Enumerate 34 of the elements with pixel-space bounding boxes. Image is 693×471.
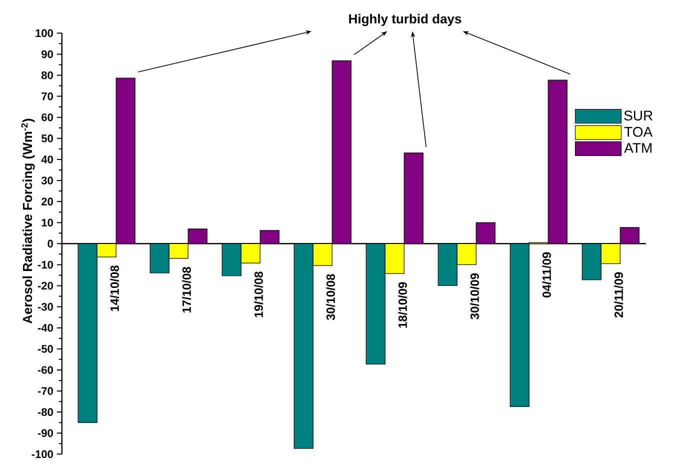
y-tick-label: 50 bbox=[42, 134, 53, 142]
y-tick-label: -80 bbox=[38, 408, 53, 416]
y-tick-label: 100 bbox=[36, 29, 53, 38]
y-tick-label: -60 bbox=[38, 366, 53, 374]
y-tick-label: -20 bbox=[38, 282, 53, 290]
y-tick-label: -70 bbox=[38, 387, 53, 395]
y-tick-label: 0 bbox=[48, 240, 53, 248]
legend-label: ATM bbox=[624, 143, 652, 153]
x-tick-label: 30/10/09 bbox=[470, 273, 480, 320]
y-tick-label: -10 bbox=[38, 260, 53, 269]
y-tick-label: 20 bbox=[42, 198, 53, 206]
x-tick-label: 14/10/08 bbox=[110, 265, 120, 312]
y-tick-label: 60 bbox=[42, 113, 53, 122]
y-tick-label: -50 bbox=[38, 345, 53, 353]
y-tick-label: 40 bbox=[41, 156, 53, 164]
y-tick-label: 90 bbox=[42, 50, 53, 58]
y-tick-label: -100 bbox=[32, 450, 53, 458]
y-tick-label: 70 bbox=[42, 92, 53, 100]
x-tick-label: 20/11/09 bbox=[614, 272, 624, 318]
x-tick-label: 19/10/08 bbox=[254, 272, 264, 318]
text: Highly turbid days bbox=[349, 14, 462, 26]
x-tick-label: 04/11/09 bbox=[542, 252, 552, 298]
x-tick-label: 17/10/08 bbox=[182, 266, 192, 313]
x-tick-label: 18/10/09 bbox=[398, 282, 408, 328]
y-tick-label: 30 bbox=[41, 176, 53, 184]
y-tick-label: -90 bbox=[38, 429, 53, 438]
y-tick-label: -40 bbox=[38, 324, 53, 332]
x-tick-label: 30/10/08 bbox=[326, 274, 336, 320]
y-tick-label: 80 bbox=[42, 71, 53, 80]
legend-label: TOA bbox=[624, 126, 653, 137]
y-axis-title: Aerosol Radiative Forcing (Wm$^{-2}$) bbox=[21, 118, 35, 324]
legend-label: SUR bbox=[624, 110, 652, 121]
y-tick-label: -30 bbox=[38, 302, 53, 311]
y-tick-label: 10 bbox=[42, 218, 53, 227]
